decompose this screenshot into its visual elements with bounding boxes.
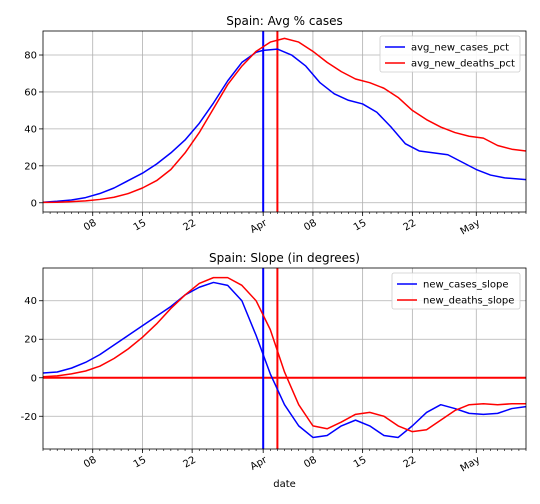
y-tick-label: 0: [31, 198, 37, 209]
x-tick-label: 08: [302, 455, 319, 471]
chart-panel-2: 08 15 22 Apr 08 15 22 May -20 0 20 40 Spain: Slope (…: [21, 251, 527, 490]
legend-label: new_cases_slope: [423, 280, 508, 291]
y-tick-label: 0: [31, 373, 37, 384]
y-tick-label: 40: [24, 296, 37, 307]
y-tick-label: 20: [24, 161, 37, 172]
chart-title: Spain: Slope (in degrees): [209, 251, 360, 265]
chart-title: Spain: Avg % cases: [226, 14, 342, 28]
y-tick-label: -20: [21, 412, 37, 423]
x-axis-label: date: [273, 479, 296, 490]
x-tick-label: 08: [82, 218, 99, 234]
axes-frame: [42, 30, 527, 213]
legend-label: avg_new_cases_pct: [411, 43, 509, 54]
x-tick-label: 22: [181, 218, 198, 234]
legend: avg_new_cases_pct avg_new_deaths_pct: [379, 35, 521, 73]
legend: new_cases_slope new_deaths_slope: [391, 272, 521, 310]
chart-panel-1: 08 15 22 Apr 08 15 22 May 0 20 40 60 80 Spain: Avg % …: [24, 14, 527, 238]
y-tick-label: 20: [24, 335, 37, 346]
x-tick-label: Apr: [249, 217, 270, 236]
legend-box: [391, 272, 521, 310]
x-tick-label: 15: [352, 218, 369, 234]
x-tick-label: May: [459, 455, 482, 475]
x-tick-label: 22: [402, 455, 419, 471]
x-tick-label: 08: [302, 218, 319, 234]
y-tick-label: 40: [24, 124, 37, 135]
legend-box: [379, 35, 521, 73]
x-tick-label: 15: [132, 455, 149, 471]
legend-label: avg_new_deaths_pct: [411, 59, 515, 70]
x-tick-label: 22: [181, 455, 198, 471]
y-tick-label: 60: [24, 87, 37, 98]
x-tick-label: 15: [352, 455, 369, 471]
x-tick-label: May: [459, 218, 482, 238]
y-tick-label: 80: [24, 51, 37, 62]
x-tick-label: Apr: [249, 454, 270, 473]
x-tick-label: 15: [132, 218, 149, 234]
axes-frame: [42, 267, 527, 450]
x-tick-label: 22: [402, 218, 419, 234]
x-tick-label: 08: [82, 455, 99, 471]
legend-label: new_deaths_slope: [423, 296, 514, 307]
